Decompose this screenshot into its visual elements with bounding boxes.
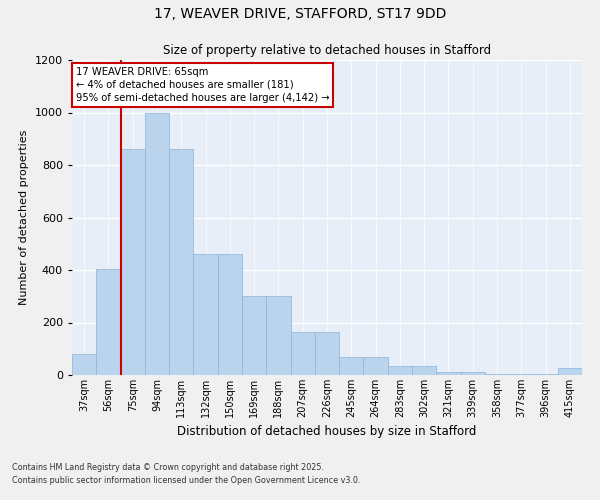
Bar	[364, 356, 388, 375]
Bar	[72, 354, 96, 375]
Bar	[193, 254, 218, 375]
Bar	[509, 374, 533, 375]
Bar	[436, 372, 461, 375]
Bar	[290, 332, 315, 375]
Bar	[461, 372, 485, 375]
Bar	[218, 254, 242, 375]
Text: Contains public sector information licensed under the Open Government Licence v3: Contains public sector information licen…	[12, 476, 361, 485]
Y-axis label: Number of detached properties: Number of detached properties	[19, 130, 29, 305]
Bar	[339, 356, 364, 375]
Bar	[412, 366, 436, 375]
Bar	[96, 268, 121, 375]
Bar	[388, 366, 412, 375]
Title: Size of property relative to detached houses in Stafford: Size of property relative to detached ho…	[163, 44, 491, 58]
Bar	[533, 374, 558, 375]
Bar	[242, 296, 266, 375]
Bar	[485, 374, 509, 375]
Bar	[145, 112, 169, 375]
Bar	[169, 149, 193, 375]
Bar	[121, 149, 145, 375]
Text: 17 WEAVER DRIVE: 65sqm
← 4% of detached houses are smaller (181)
95% of semi-det: 17 WEAVER DRIVE: 65sqm ← 4% of detached …	[76, 66, 329, 103]
Bar	[558, 368, 582, 375]
Bar	[266, 296, 290, 375]
X-axis label: Distribution of detached houses by size in Stafford: Distribution of detached houses by size …	[178, 426, 476, 438]
Bar	[315, 332, 339, 375]
Text: Contains HM Land Registry data © Crown copyright and database right 2025.: Contains HM Land Registry data © Crown c…	[12, 464, 324, 472]
Text: 17, WEAVER DRIVE, STAFFORD, ST17 9DD: 17, WEAVER DRIVE, STAFFORD, ST17 9DD	[154, 8, 446, 22]
